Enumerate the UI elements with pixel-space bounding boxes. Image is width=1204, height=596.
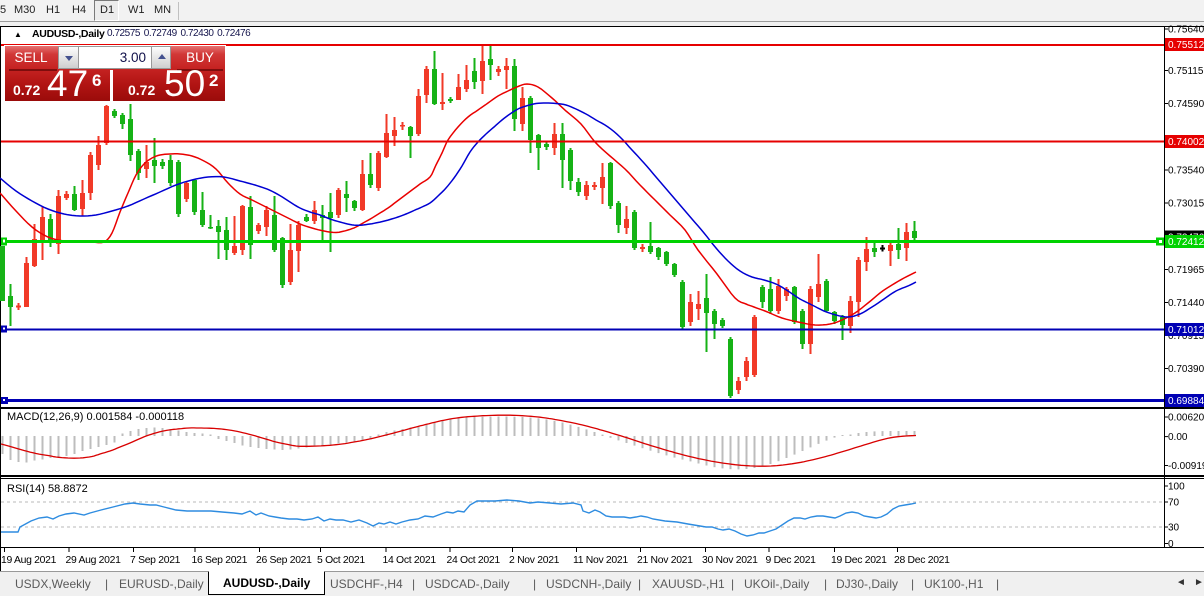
- svg-text:14 Oct 2021: 14 Oct 2021: [383, 555, 437, 566]
- svg-text:2 Nov 2021: 2 Nov 2021: [509, 555, 560, 566]
- svg-text:70: 70: [1168, 498, 1180, 509]
- svg-text:0.00: 0.00: [1168, 432, 1188, 443]
- svg-text:0.75115: 0.75115: [1168, 66, 1204, 77]
- svg-text:19 Dec 2021: 19 Dec 2021: [831, 555, 887, 566]
- svg-text:30: 30: [1168, 523, 1180, 534]
- svg-text:0.70915: 0.70915: [1168, 331, 1204, 342]
- svg-text:0.75640: 0.75640: [1168, 25, 1204, 36]
- svg-text:RSI(14) 58.8872: RSI(14) 58.8872: [7, 483, 88, 495]
- svg-text:0.71965: 0.71965: [1168, 265, 1204, 276]
- svg-text:100: 100: [1168, 482, 1185, 493]
- svg-text:0.70390: 0.70390: [1168, 364, 1204, 375]
- svg-text:19 Aug 2021: 19 Aug 2021: [1, 555, 57, 566]
- svg-text:9 Dec 2021: 9 Dec 2021: [766, 555, 817, 566]
- svg-text:28 Dec 2021: 28 Dec 2021: [894, 555, 950, 566]
- svg-text:0: 0: [1168, 539, 1174, 550]
- svg-text:0.74002: 0.74002: [1168, 137, 1204, 148]
- svg-text:0.006201: 0.006201: [1168, 413, 1204, 424]
- svg-text:30 Nov 2021: 30 Nov 2021: [702, 555, 758, 566]
- svg-text:16 Sep 2021: 16 Sep 2021: [192, 555, 248, 566]
- svg-text:-0.00919: -0.00919: [1168, 461, 1204, 472]
- svg-text:5 Oct 2021: 5 Oct 2021: [317, 555, 365, 566]
- svg-text:11 Nov 2021: 11 Nov 2021: [573, 555, 628, 566]
- svg-text:21 Nov 2021: 21 Nov 2021: [637, 555, 693, 566]
- svg-text:0.72412: 0.72412: [1168, 237, 1204, 248]
- svg-text:0.71012: 0.71012: [1168, 325, 1204, 336]
- svg-text:0.71440: 0.71440: [1168, 298, 1204, 309]
- svg-text:0.73540: 0.73540: [1168, 166, 1204, 177]
- svg-text:0.74590: 0.74590: [1168, 99, 1204, 110]
- svg-text:0.75512: 0.75512: [1168, 40, 1204, 51]
- svg-text:7 Sep 2021: 7 Sep 2021: [130, 555, 181, 566]
- svg-text:MACD(12,26,9) 0.001584 -0.0001: MACD(12,26,9) 0.001584 -0.000118: [7, 411, 184, 423]
- svg-text:0.69884: 0.69884: [1168, 396, 1204, 407]
- svg-text:24 Oct 2021: 24 Oct 2021: [447, 555, 501, 566]
- svg-text:26 Sep 2021: 26 Sep 2021: [256, 555, 312, 566]
- svg-text:0.73015: 0.73015: [1168, 199, 1204, 210]
- svg-text:29 Aug 2021: 29 Aug 2021: [66, 555, 122, 566]
